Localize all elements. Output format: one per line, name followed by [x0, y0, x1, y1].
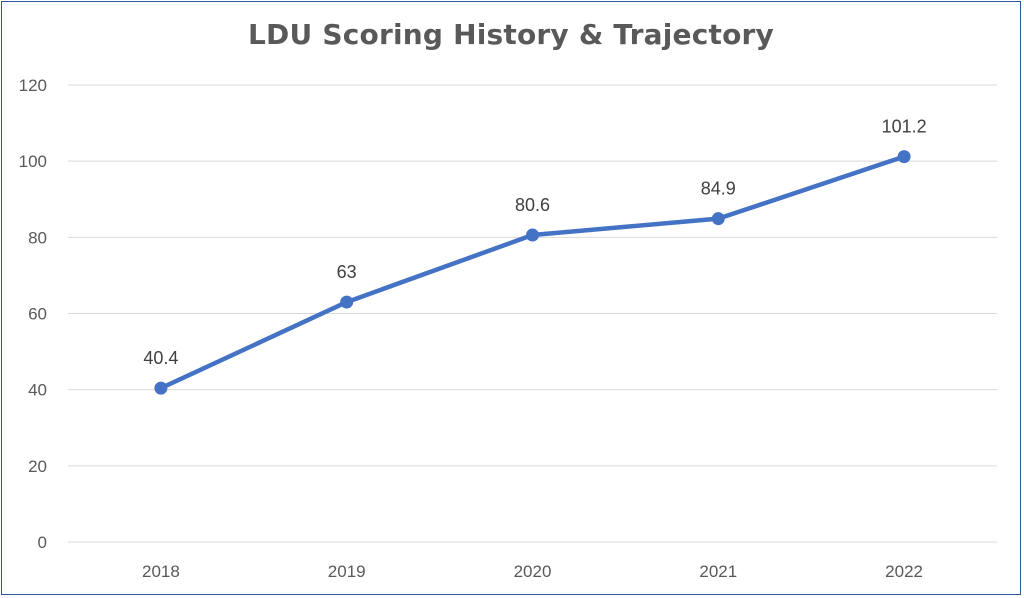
y-tick-label: 100	[19, 152, 47, 171]
chart-title: LDU Scoring History & Trajectory	[248, 18, 774, 51]
x-tick-label: 2018	[142, 562, 180, 581]
data-point	[526, 228, 539, 242]
data-label: 101.2	[882, 117, 927, 137]
y-tick-label: 120	[19, 76, 47, 95]
y-tick-label: 0	[38, 533, 47, 552]
y-tick-label: 60	[28, 305, 47, 324]
data-label: 80.6	[515, 195, 550, 215]
y-tick-label: 40	[28, 381, 47, 400]
data-point	[154, 381, 168, 395]
data-label: 84.9	[701, 179, 736, 199]
data-point	[340, 295, 354, 309]
y-axis-tick-labels: 0 20 40 60 80 100 120	[19, 76, 47, 552]
series-line	[158, 154, 907, 391]
data-labels: 40.4 63 80.6 84.9 101.2	[143, 117, 926, 369]
data-label: 63	[337, 262, 357, 282]
gridlines	[68, 84, 997, 543]
y-tick-label: 20	[28, 457, 47, 476]
x-tick-label: 2022	[885, 562, 923, 581]
x-axis-tick-labels: 2018 2019 2020 2021 2022	[142, 562, 923, 581]
data-point	[897, 150, 911, 164]
data-point	[711, 212, 725, 226]
y-tick-label: 80	[28, 228, 47, 247]
series-layer	[154, 150, 911, 395]
x-tick-label: 2019	[328, 562, 366, 581]
x-tick-label: 2021	[699, 562, 737, 581]
x-tick-label: 2020	[514, 562, 552, 581]
data-label: 40.4	[143, 348, 178, 368]
